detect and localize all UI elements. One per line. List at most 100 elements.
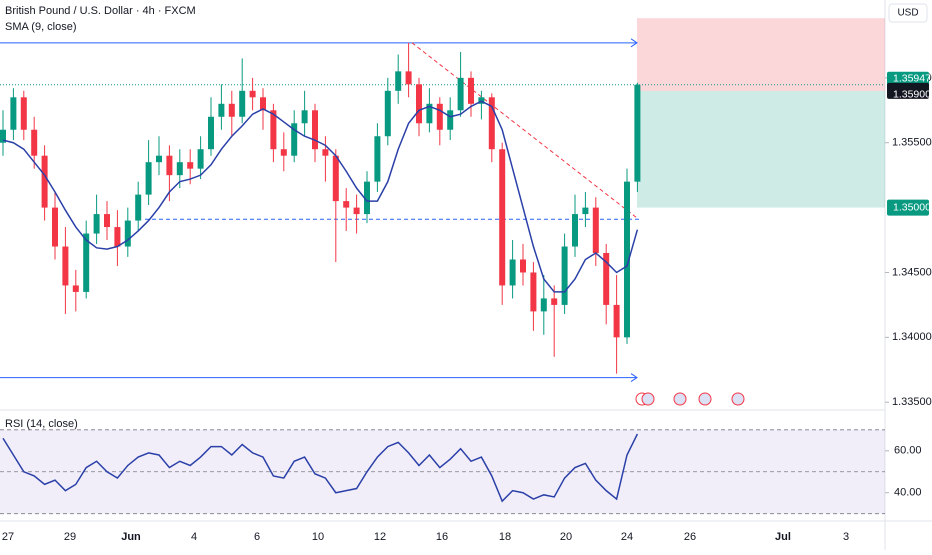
candle-body xyxy=(41,155,48,208)
candle-body xyxy=(374,136,381,182)
candle-body xyxy=(322,149,329,156)
candle-body xyxy=(62,246,69,286)
y-tick-label: 1.35500 xyxy=(892,137,932,149)
rsi-line xyxy=(2,433,639,503)
candle-body xyxy=(624,181,630,338)
candle-body xyxy=(426,103,433,124)
x-tick-label: 27 xyxy=(2,531,14,543)
x-tick-label: 3 xyxy=(843,531,849,543)
candle-body xyxy=(166,155,173,176)
x-tick-label: 4 xyxy=(191,531,197,543)
candle-body xyxy=(52,207,58,247)
candle-body xyxy=(135,194,142,221)
x-tick-label: 16 xyxy=(436,531,448,543)
candle-body xyxy=(197,149,204,169)
event-icon[interactable] xyxy=(673,392,687,406)
candle-body xyxy=(509,259,516,286)
line-arrow xyxy=(630,38,638,48)
candle-body xyxy=(592,207,599,254)
event-icon[interactable] xyxy=(698,392,712,406)
x-tick-label: Jun xyxy=(121,531,141,543)
currency-button[interactable] xyxy=(888,3,928,23)
candle-body xyxy=(10,97,17,130)
candle-body xyxy=(260,97,266,111)
candle-body xyxy=(83,233,90,292)
candle-body xyxy=(395,71,402,91)
candle-body xyxy=(364,181,370,215)
candle-body xyxy=(228,103,235,117)
y-tick-label: 1.34000 xyxy=(892,331,932,343)
y-tick-label: 1.33500 xyxy=(892,396,932,408)
candle-body xyxy=(270,110,277,150)
candle-body xyxy=(280,149,287,156)
candle-body xyxy=(312,110,318,150)
price-label-box xyxy=(887,82,929,99)
indicator-label: SMA (9, close) xyxy=(5,21,77,33)
event-icons xyxy=(635,392,745,406)
candle-body xyxy=(104,214,110,228)
candle-body xyxy=(499,149,506,286)
candle-body xyxy=(208,116,214,150)
candle-body xyxy=(239,90,246,117)
entry-label: 1.35900 xyxy=(893,89,931,101)
candle-body xyxy=(572,214,578,247)
rsi-label: RSI (14, close) xyxy=(5,418,78,430)
x-tick-label: Jul xyxy=(775,531,791,543)
candle-body xyxy=(405,71,412,85)
candle-body xyxy=(540,298,547,312)
x-tick-label: 12 xyxy=(374,531,386,543)
candle-body xyxy=(353,207,360,215)
event-icon[interactable] xyxy=(641,392,655,406)
candle-body xyxy=(249,90,256,98)
y-tick-label: 1.34500 xyxy=(892,266,932,278)
target-zone xyxy=(637,90,885,208)
main-layer xyxy=(0,38,885,503)
x-tick-label: 24 xyxy=(621,531,633,543)
price-label-box xyxy=(887,199,929,216)
line-arrow xyxy=(630,373,638,382)
candle-body xyxy=(291,123,298,156)
stop-zone xyxy=(637,18,885,91)
candle-body xyxy=(468,77,474,104)
background-layer: 1.335001.340001.345001.355001.360002729J… xyxy=(0,18,932,543)
candle-body xyxy=(187,162,194,169)
rsi-y-tick-label: 60.00 xyxy=(894,445,922,457)
candle-body xyxy=(332,155,339,202)
sma-line xyxy=(2,100,639,293)
candle-body xyxy=(603,253,610,305)
candle-body xyxy=(436,103,443,130)
candle-body xyxy=(447,110,454,130)
candle-body xyxy=(218,103,225,117)
x-tick-label: 26 xyxy=(684,531,696,543)
candle-body xyxy=(551,298,558,305)
event-icon[interactable] xyxy=(731,392,745,406)
candle-body xyxy=(156,155,162,163)
candle-body xyxy=(561,246,568,305)
candle-body xyxy=(124,220,131,247)
candle-body xyxy=(145,162,152,195)
candle-body xyxy=(343,201,350,208)
candle-body xyxy=(0,129,6,143)
candle-body xyxy=(384,90,391,137)
candle-body xyxy=(634,84,641,182)
x-tick-label: 18 xyxy=(499,531,511,543)
rsi-y-tick-label: 40.00 xyxy=(894,487,922,499)
trend-line xyxy=(411,42,638,219)
candle-body xyxy=(72,285,79,292)
candle-body xyxy=(520,259,526,273)
chart-title: British Pound / U.S. Dollar · 4h · FXCM xyxy=(5,5,196,17)
candle-body xyxy=(93,214,100,234)
x-tick-label: 6 xyxy=(254,531,260,543)
target-label: 1.35000 xyxy=(893,201,931,213)
candle-body xyxy=(416,84,422,124)
candle-body xyxy=(530,272,537,312)
candle-body xyxy=(20,97,27,130)
candle-body xyxy=(176,162,183,176)
candle-body xyxy=(114,227,121,247)
candle-body xyxy=(301,110,308,124)
currency-label: USD xyxy=(897,8,918,19)
